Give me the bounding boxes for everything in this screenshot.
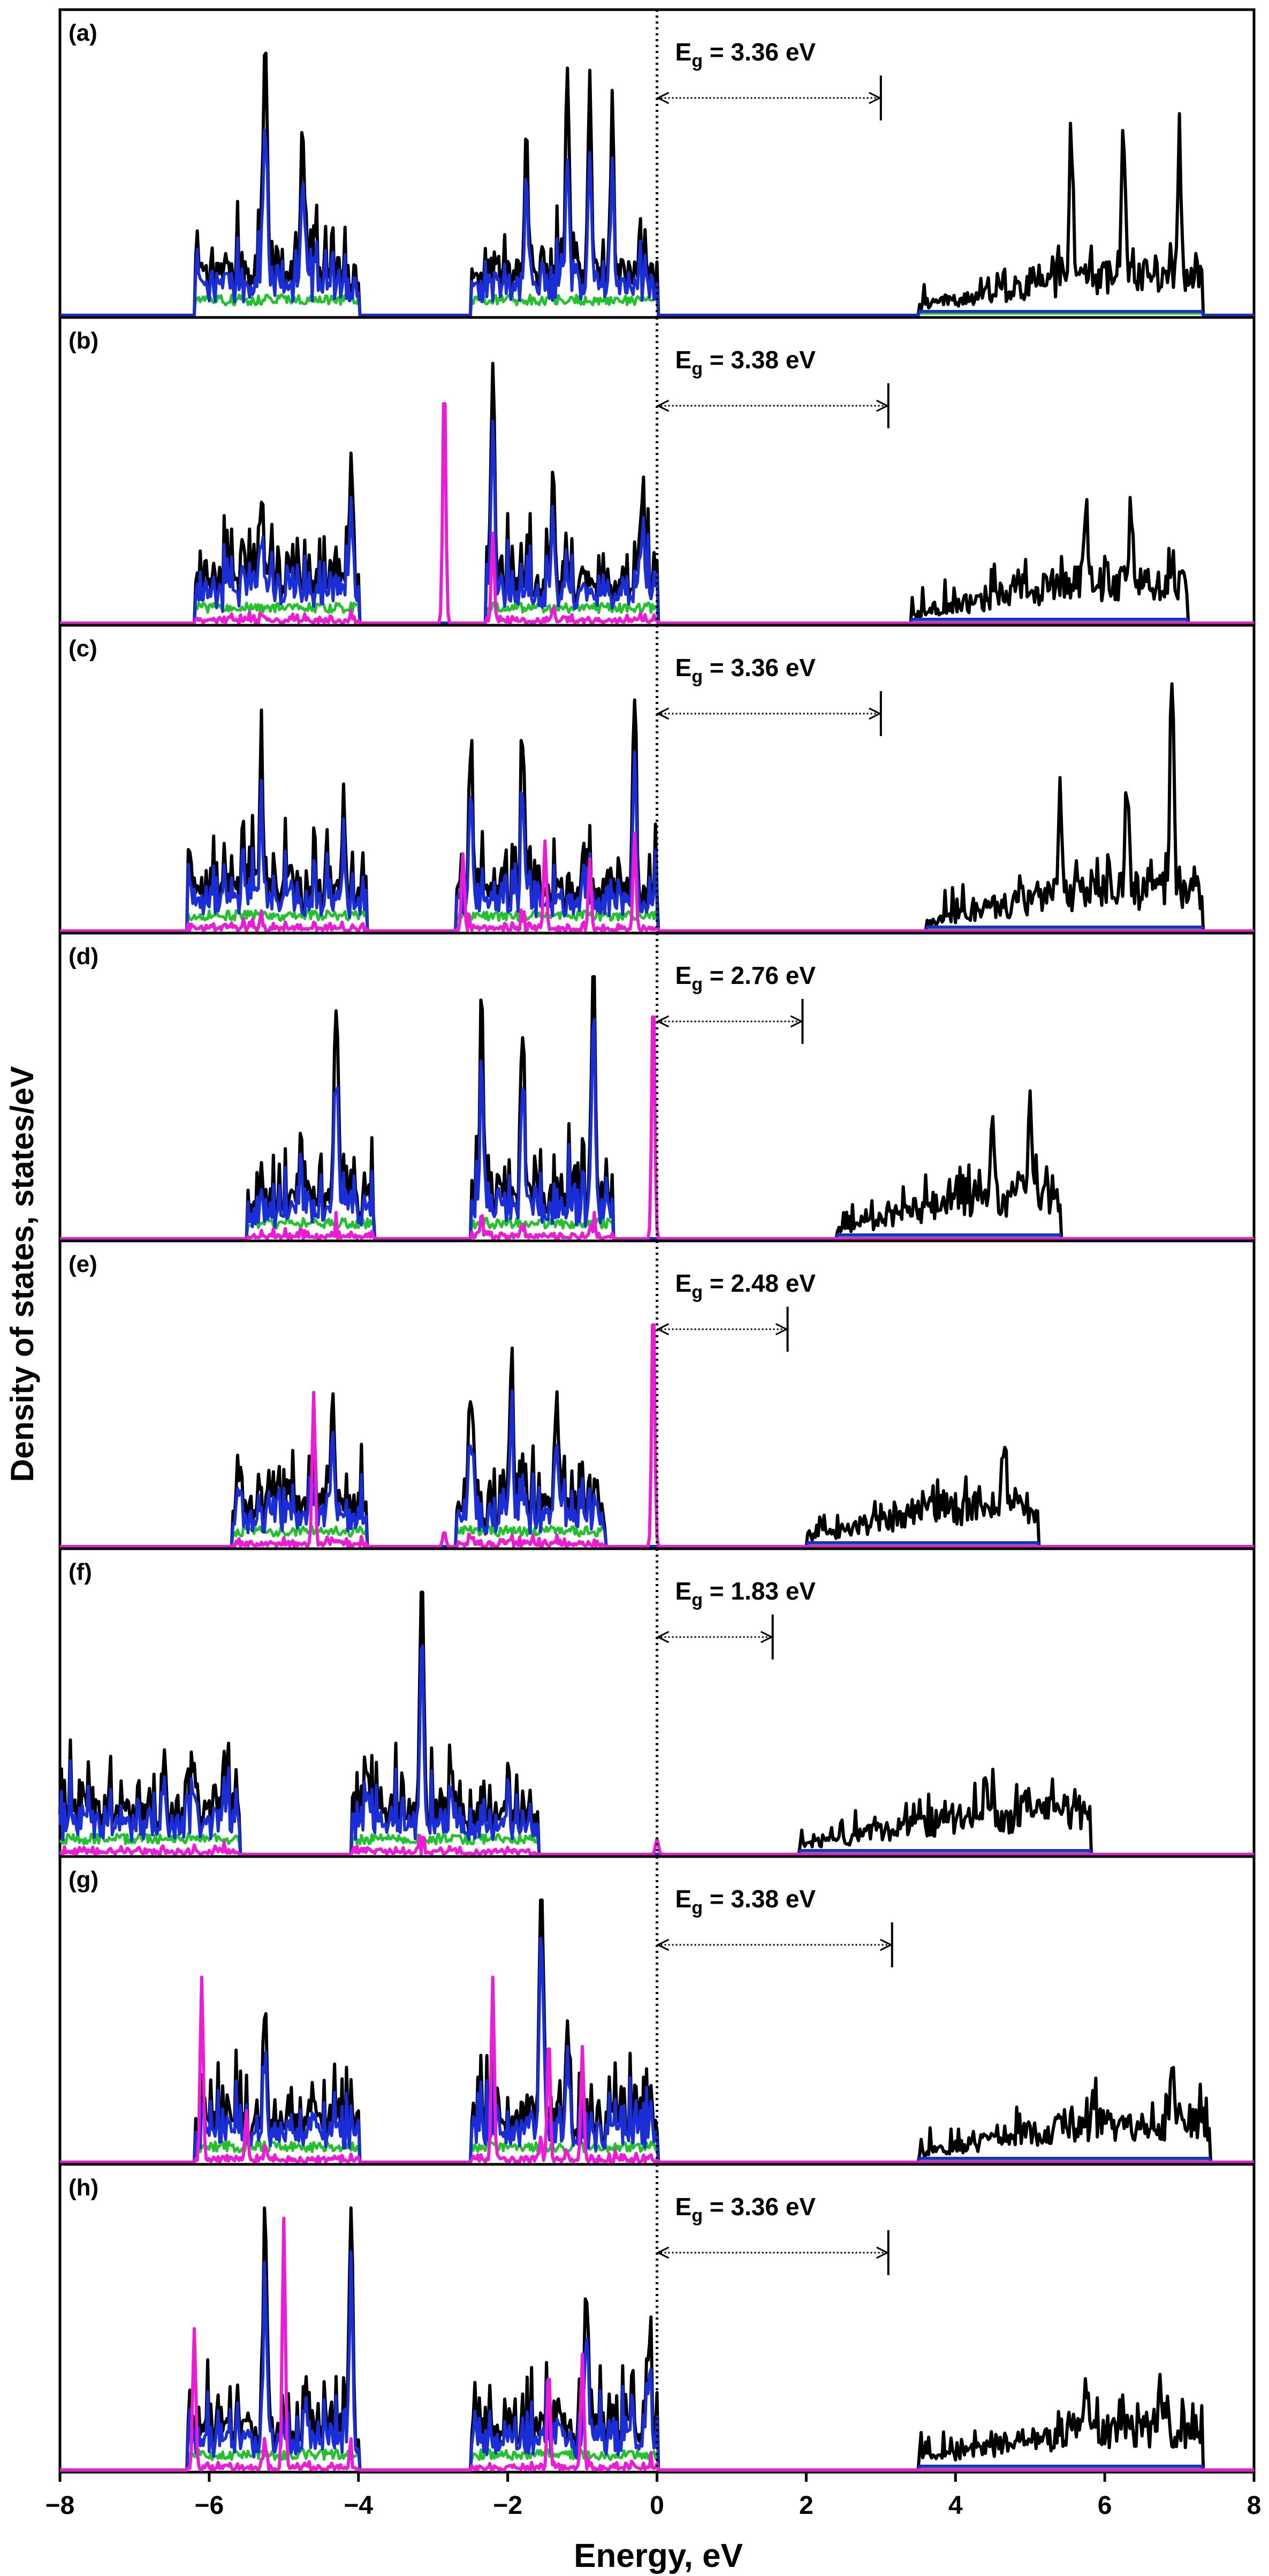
- gap-arrow-head-left: [656, 1631, 670, 1643]
- gap-label: Eg = 3.36 eV: [675, 38, 816, 71]
- p-states-curve: [60, 750, 1254, 933]
- dopant-states-curve: [59, 2216, 1255, 2472]
- x-tick-label: 4: [948, 2491, 963, 2520]
- gap-arrow-head-left: [656, 1323, 670, 1336]
- x-tick-label: −4: [344, 2491, 373, 2520]
- gap-label: Eg = 1.83 eV: [675, 1577, 816, 1610]
- panel-b: Eg = 3.38 eV (b): [58, 316, 1256, 627]
- x-axis: −8 −6 −4 −2 0 2 4 6 8: [45, 2472, 1262, 2520]
- x-tick-label: 2: [799, 2491, 814, 2520]
- y-axis-label: Density of states, states/eV: [4, 1066, 40, 1482]
- panel-label: (b): [69, 328, 98, 354]
- dopant-states-curve: [59, 402, 1255, 625]
- gap-label: Eg = 3.36 eV: [675, 2193, 816, 2226]
- gap-label: Eg = 3.36 eV: [675, 654, 816, 687]
- p-states-curve: [60, 419, 1254, 625]
- panel-label: (a): [69, 20, 97, 46]
- dopant-states-curve: [59, 1975, 1255, 2164]
- x-tick-label: −6: [195, 2491, 224, 2520]
- gap-arrow-head-left: [656, 92, 670, 104]
- gap-arrow-head-left: [656, 1938, 670, 1951]
- panel-g: Eg = 3.38 eV (g): [58, 1855, 1256, 2166]
- gap-arrow-head-right: [869, 707, 882, 720]
- total-dos-curve: [59, 51, 1255, 317]
- x-tick-label: 8: [1247, 2491, 1262, 2520]
- gap-label: Eg = 2.76 eV: [675, 961, 816, 995]
- gap-arrow-head-right: [790, 1015, 803, 1028]
- gap-arrow-head-left: [656, 707, 670, 720]
- p-states-curve: [60, 2250, 1254, 2472]
- panel-label: (h): [69, 2175, 98, 2201]
- panel-label: (c): [69, 635, 97, 662]
- panel-d: Eg = 2.76 eV (d): [58, 931, 1256, 1242]
- gap-label: Eg = 3.38 eV: [675, 346, 816, 379]
- panel-label: (f): [69, 1559, 92, 1585]
- p-states-curve: [60, 1936, 1254, 2164]
- panel-label: (e): [69, 1251, 97, 1277]
- x-tick-label: −8: [45, 2491, 75, 2520]
- x-tick-label: −2: [493, 2491, 522, 2520]
- x-tick-label: 0: [650, 2491, 664, 2520]
- gap-arrow-head-left: [656, 2246, 670, 2259]
- panel-label: (d): [69, 943, 98, 969]
- gap-arrow-head-right: [869, 92, 882, 104]
- gap-arrow-head-left: [656, 399, 670, 412]
- gap-label: Eg = 3.38 eV: [675, 1885, 816, 1918]
- panel-e: Eg = 2.48 eV (e): [58, 1239, 1256, 1550]
- gap-label: Eg = 2.48 eV: [675, 1269, 816, 1302]
- x-tick-label: 6: [1098, 2491, 1112, 2520]
- x-axis-label: Energy, eV: [574, 2537, 743, 2574]
- panel-label: (g): [69, 1867, 98, 1893]
- gap-arrow-head-left: [656, 1015, 670, 1028]
